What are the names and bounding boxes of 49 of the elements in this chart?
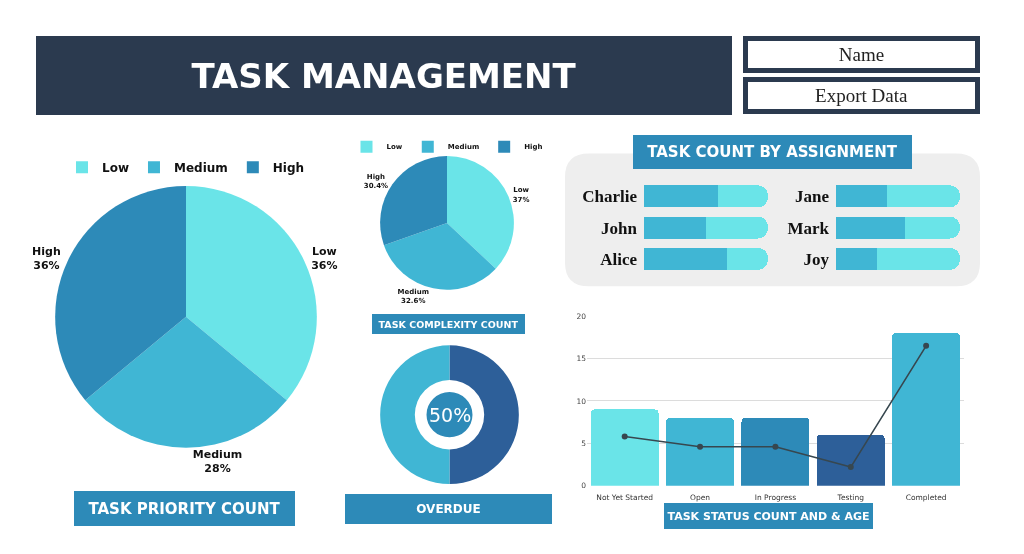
y-tick-label: Joy <box>803 249 830 269</box>
bar <box>644 185 719 208</box>
bar <box>836 247 877 270</box>
slice-label: High <box>32 245 61 258</box>
bar <box>706 216 768 239</box>
point <box>697 443 704 450</box>
slice-label: Low <box>312 245 337 258</box>
pie-slice <box>85 316 287 448</box>
bar <box>727 247 768 270</box>
legend-label: Low <box>102 160 129 175</box>
bar <box>836 185 887 208</box>
data-label: 36% <box>33 259 60 273</box>
legend-label: High <box>272 160 305 175</box>
bar <box>836 216 906 239</box>
bar <box>892 333 961 486</box>
bar <box>876 247 960 270</box>
bar <box>666 417 734 486</box>
y-tick-label: Mark <box>787 218 830 238</box>
legend-label: Medium <box>173 160 228 175</box>
text: Export Data <box>815 85 908 106</box>
chart-title: TASK COUNT BY ASSIGNMENT <box>647 143 898 161</box>
text: TASK COMPLEXITY COUNT <box>378 318 519 330</box>
bar <box>816 434 885 486</box>
point <box>621 433 628 440</box>
point <box>772 443 779 450</box>
pie-slice <box>447 155 514 269</box>
text: Name <box>838 44 885 65</box>
bar <box>741 417 810 486</box>
text: TASK PRIORITY COUNT <box>88 499 281 518</box>
bar <box>644 216 706 239</box>
bar <box>590 409 659 486</box>
bar <box>905 216 960 239</box>
y-tick-label: John <box>601 218 638 238</box>
y-tick-label: Alice <box>600 249 638 269</box>
pie-slice <box>383 222 496 290</box>
text: TASK STATUS COUNT AND & AGE <box>667 509 870 523</box>
text: TASK MANAGEMENT <box>191 55 577 96</box>
text: OVERDUE <box>416 502 481 516</box>
data-label: 28% <box>204 461 231 475</box>
y-tick-label: Charlie <box>582 187 638 207</box>
y-tick-label: Jane <box>795 187 830 207</box>
bar <box>644 247 728 270</box>
slice-label: Medium <box>192 447 243 461</box>
bar <box>886 185 960 208</box>
data-label: 36% <box>311 259 338 273</box>
text: 50% <box>429 404 472 426</box>
point <box>923 342 930 349</box>
bar <box>718 185 768 208</box>
point <box>847 464 854 471</box>
